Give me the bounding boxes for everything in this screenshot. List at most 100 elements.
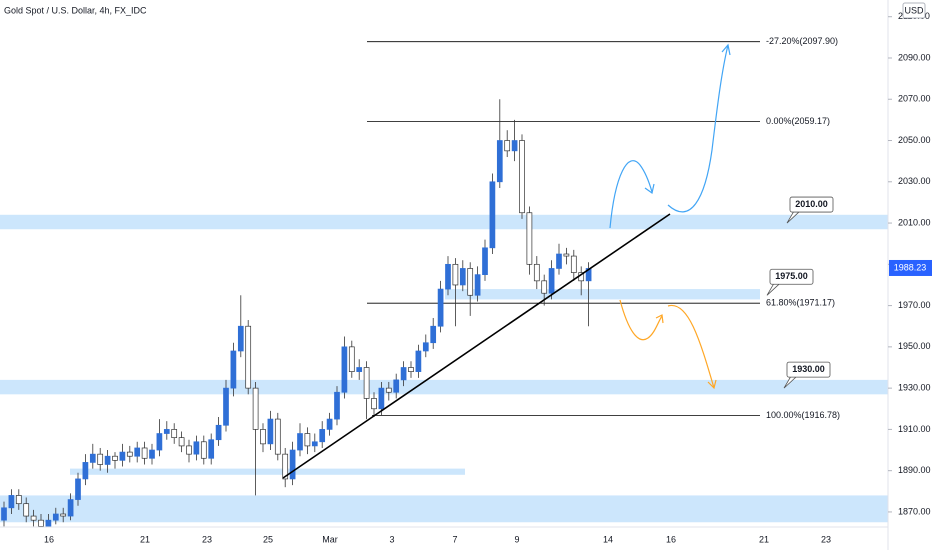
x-tick-label: 9 <box>514 534 519 544</box>
candle-body <box>156 433 163 451</box>
candle-body <box>30 515 37 521</box>
candle-body <box>459 268 466 286</box>
candle-body <box>245 325 252 389</box>
candle-body <box>75 478 81 500</box>
price-boxes: 2010.00 1975.00 1930.00 <box>766 196 834 389</box>
candle-body <box>341 346 348 393</box>
candle-body <box>585 268 592 282</box>
candle-body <box>215 424 222 441</box>
candle-body <box>289 449 296 480</box>
candle-body <box>208 439 215 459</box>
fib-label: 0.00%(2059.17) <box>766 116 830 126</box>
candle-body <box>311 441 318 447</box>
x-tick-label: 14 <box>603 534 613 544</box>
candle-body <box>274 418 281 455</box>
blue-arrow <box>609 160 653 229</box>
candle-body <box>126 451 133 457</box>
y-tick-label: 1930.00 <box>898 383 931 393</box>
candle-body <box>437 288 444 327</box>
candle-body <box>104 455 111 465</box>
x-tick-label: 16 <box>666 534 676 544</box>
fib-levels: -27.20%(2097.90) 0.00%(2059.17) 61.80%(197… <box>367 36 840 420</box>
title-bg <box>0 0 240 20</box>
blue-arrowhead <box>721 43 731 56</box>
x-tick-label: 23 <box>202 534 212 544</box>
candle-body <box>548 268 555 294</box>
candle-body <box>141 447 148 459</box>
candle-body <box>533 263 540 282</box>
x-tick-label: 25 <box>263 534 273 544</box>
candle-body <box>8 495 15 509</box>
orange-arrow <box>619 299 663 341</box>
y-tick-label: 1890.00 <box>898 465 931 475</box>
candle-body <box>171 429 178 439</box>
candle-body <box>408 367 414 372</box>
x-tick-label: 7 <box>452 534 457 544</box>
zone <box>445 289 760 300</box>
fib-label: 100.00%(1916.78) <box>766 410 840 420</box>
candle-body <box>334 391 340 420</box>
currency-box[interactable] <box>902 2 926 19</box>
y-tick-label: 2070.00 <box>898 94 931 104</box>
candle-body <box>297 433 303 451</box>
y-tick-label: 2090.00 <box>898 52 931 62</box>
zone <box>0 214 888 230</box>
candle-body <box>319 429 326 443</box>
candle-body <box>149 449 155 459</box>
y-tick-label: 1910.00 <box>898 424 931 434</box>
candle-body <box>52 513 59 521</box>
candle-body <box>385 387 392 393</box>
last-price-box <box>889 259 932 276</box>
candle-body <box>267 418 274 445</box>
y-tick-label: 2050.00 <box>898 135 931 145</box>
callout-box <box>789 196 834 213</box>
candle-body <box>526 212 533 265</box>
candle-body <box>393 379 400 393</box>
zone <box>70 468 465 475</box>
chart-title: Gold Spot / U.S. Dollar, 4h, FX_IDC <box>4 5 147 15</box>
callout-pointer <box>766 282 781 296</box>
candle-body <box>326 418 333 430</box>
candle-body <box>304 433 311 447</box>
x-axis: 16 21 23 25 Mar 3 7 9 14 16 21 23 <box>44 534 831 544</box>
candle-body <box>1 507 7 521</box>
candle-body <box>200 441 207 459</box>
callout-pointer <box>786 210 801 224</box>
candle-body <box>371 398 377 410</box>
candle-body <box>519 140 525 214</box>
candle-body <box>430 325 437 344</box>
callout-pointer <box>783 375 798 389</box>
callout-box <box>786 361 831 378</box>
orange-arrow <box>667 304 715 389</box>
candle-body <box>415 350 422 372</box>
candle-body <box>119 451 126 461</box>
callout-box <box>769 268 814 285</box>
candle-body <box>363 367 370 399</box>
candle-body <box>163 429 170 434</box>
callout-label: 2010.00 <box>795 199 828 209</box>
blue-arrow <box>667 44 729 213</box>
orange-arrowhead <box>655 314 664 324</box>
orange-arrowhead <box>707 379 717 390</box>
last-price-label: 1988.23 <box>894 262 927 272</box>
x-tick-label: 3 <box>389 534 394 544</box>
y-tick-label: 1950.00 <box>898 341 931 351</box>
candle-body <box>15 495 22 505</box>
candles <box>1 99 592 527</box>
candle-body <box>45 519 52 527</box>
zone <box>0 495 888 523</box>
y-tick-label: 2030.00 <box>898 176 931 186</box>
callout-label: 1930.00 <box>792 364 825 374</box>
candle-body <box>378 387 385 410</box>
candle-body <box>467 268 474 296</box>
candle-body <box>452 263 459 286</box>
candle-body <box>89 453 96 463</box>
x-tick-label: 23 <box>821 534 831 544</box>
y-axis: 1870.00 1890.00 1910.00 1930.00 1950.00 1970.… <box>888 11 932 516</box>
x-tick-label: Mar <box>322 534 338 544</box>
callout-label: 1975.00 <box>775 271 808 281</box>
candle-body <box>504 140 511 152</box>
zones <box>0 214 888 523</box>
y-tick-label: 1870.00 <box>898 506 931 516</box>
